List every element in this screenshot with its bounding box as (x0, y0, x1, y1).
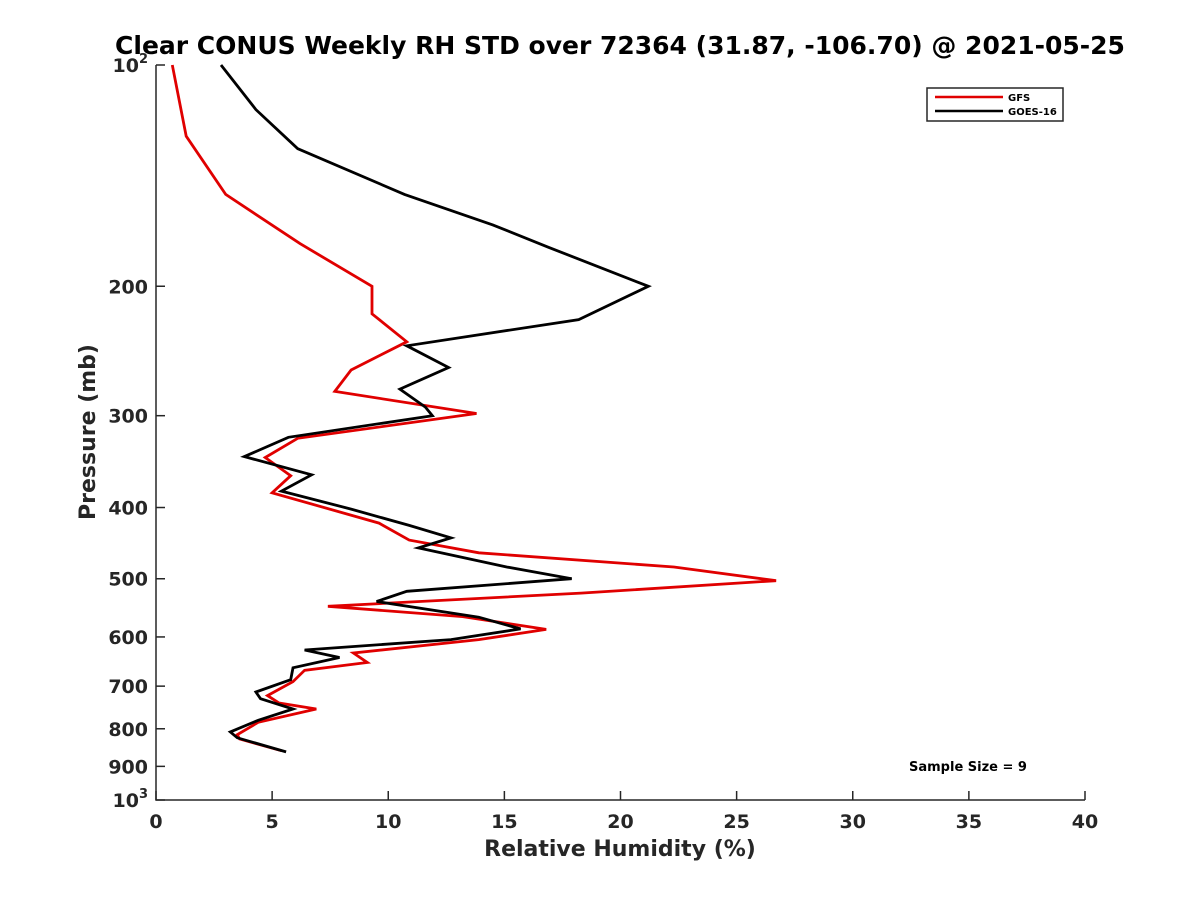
x-tick-label: 25 (723, 811, 749, 833)
y-tick-label: 400 (108, 498, 148, 520)
y-axis-label: Pressure (mb) (76, 344, 101, 520)
x-tick-label: 5 (266, 811, 279, 833)
series-line-gfs (170, 64, 777, 753)
y-tick-label: 700 (108, 676, 148, 698)
x-tick-label: 35 (956, 811, 982, 833)
x-axis-ticks: 0 5 10 15 20 25 30 35 40 (149, 791, 1098, 833)
x-tick-label: 40 (1072, 811, 1098, 833)
y-axis-ticks: 102 200 300 400 500 600 700 800 900 103 (108, 52, 165, 812)
y-tick-label: 500 (108, 569, 148, 591)
y-tick-label: 800 (108, 719, 148, 741)
x-tick-label: 15 (491, 811, 517, 833)
legend-label-gfs: GFS (1008, 93, 1030, 104)
chart-title: Clear CONUS Weekly RH STD over 72364 (31… (115, 31, 1125, 60)
legend-box (926, 87, 1064, 122)
series-layer (170, 64, 777, 754)
y-tick-label: 900 (108, 756, 148, 778)
x-tick-label: 20 (607, 811, 633, 833)
y-tick-label: 600 (108, 627, 148, 649)
series-line-goes16 (219, 64, 652, 754)
y-tick-label: 200 (108, 276, 148, 298)
plot-area: 0 5 10 15 20 25 30 35 40 102 200 300 400 500 600 700 80… (108, 52, 1098, 833)
x-tick-label: 10 (375, 811, 401, 833)
x-tick-label: 30 (840, 811, 866, 833)
sample-size-annotation: Sample Size = 9 (909, 760, 1027, 775)
x-axis-label: Relative Humidity (%) (484, 837, 756, 862)
y-tick-label: 300 (108, 406, 148, 428)
x-tick-label: 0 (149, 811, 162, 833)
y-tick-label: 102 (113, 52, 149, 77)
legend-label-goes16: GOES-16 (1008, 107, 1057, 118)
y-tick-label: 103 (113, 787, 149, 812)
legend: GFS GOES-16 (926, 87, 1064, 122)
